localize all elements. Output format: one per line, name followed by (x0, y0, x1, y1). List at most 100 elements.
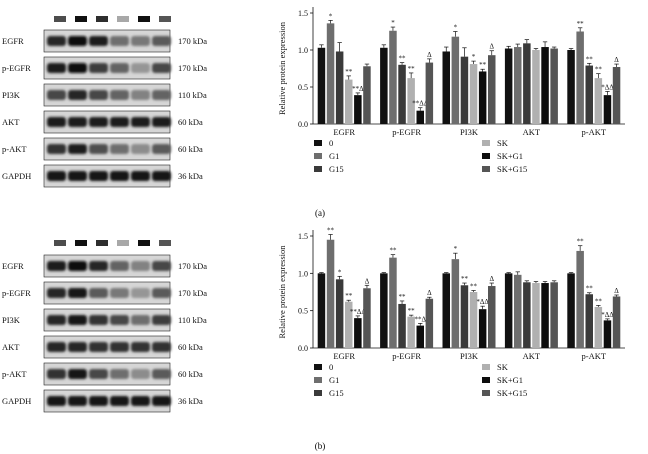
legend-label: G1 (329, 151, 339, 161)
kda-label: 36 kDa (178, 396, 203, 406)
lane-marker (54, 16, 66, 22)
bar (460, 285, 469, 348)
significance-mark: **ΔΔ (412, 100, 429, 108)
bar (469, 64, 478, 124)
blot-band (89, 261, 108, 271)
protein-label: p-EGFR (2, 63, 31, 73)
protein-label: EGFR (2, 36, 24, 46)
bar (416, 325, 424, 348)
legend-swatch (482, 390, 490, 396)
blot-band (89, 342, 108, 352)
blot-band (131, 63, 150, 73)
x-tick-label: p-EGFR (392, 351, 421, 361)
bar (514, 47, 522, 124)
lane-marker (117, 16, 129, 22)
significance-mark: Δ (427, 51, 432, 59)
significance-mark: ** (327, 227, 335, 235)
bar (451, 259, 460, 348)
significance-mark: ** (399, 293, 407, 301)
kda-label: 110 kDa (178, 315, 207, 325)
blot-band (89, 396, 108, 406)
blot-band (47, 36, 66, 46)
bar (335, 279, 344, 348)
legend-swatch (482, 364, 490, 370)
lane-markers-b (54, 240, 171, 246)
blot-band (89, 36, 108, 46)
significance-mark: * (391, 19, 395, 27)
significance-mark: ** (577, 238, 585, 246)
blot-row: PI3K 110 kDa (2, 308, 207, 332)
bar (514, 274, 522, 348)
significance-mark: **Δ (352, 85, 364, 93)
kda-label: 170 kDa (178, 63, 207, 73)
protein-label: p-AKT (2, 144, 27, 154)
y-tick-label: 0.0 (298, 344, 308, 353)
significance-mark: Δ (614, 56, 619, 64)
significance-mark: Δ (365, 277, 370, 285)
blot-row: EGFR 170 kDa (2, 29, 207, 53)
blot-rows-b: EGFR 170 kDa p-EGFR 170 kDa PI3K 110 kDa AKT 60… (2, 254, 207, 413)
significance-mark: Δ (489, 275, 494, 283)
blot-band (47, 261, 66, 271)
bar (317, 273, 326, 348)
blot-band (110, 90, 129, 100)
bar (442, 273, 450, 348)
bar (451, 36, 460, 124)
kda-label: 170 kDa (178, 36, 207, 46)
significance-mark: **Δ (414, 315, 426, 323)
protein-label: PI3K (2, 90, 21, 100)
y-tick-label: 1.5 (298, 9, 308, 18)
legend-label: G15 (329, 388, 344, 398)
bar (550, 282, 558, 348)
blot-band (152, 261, 171, 271)
bar (585, 294, 593, 348)
significance-mark: * (454, 24, 458, 32)
significance-mark: ** (595, 297, 603, 305)
legend-swatch (314, 166, 322, 172)
significance-mark: ** (479, 61, 487, 69)
blot-band (131, 171, 150, 181)
bar (523, 282, 531, 348)
bar (460, 56, 469, 124)
bar (317, 47, 326, 124)
y-tick-label: 1.0 (298, 269, 308, 278)
x-tick-label: p-EGFR (392, 127, 421, 137)
bar (541, 47, 549, 124)
protein-label: GAPDH (2, 396, 31, 406)
significance-mark: Δ (427, 289, 432, 297)
bar (380, 47, 388, 124)
bar (326, 23, 335, 124)
blot-band (110, 315, 129, 325)
kda-label: 110 kDa (178, 90, 207, 100)
bar (478, 309, 487, 348)
bar (532, 283, 540, 348)
x-tick-label: p-AKT (582, 351, 607, 361)
blot-row: p-EGFR 170 kDa (2, 281, 207, 305)
blot-band (131, 90, 150, 100)
blot-band (47, 342, 66, 352)
bar (425, 298, 434, 348)
bar (541, 283, 549, 348)
legend-label: SK+G15 (497, 388, 527, 398)
blot-band (47, 63, 66, 73)
blot-band (131, 288, 150, 298)
bar (398, 64, 406, 124)
lane-marker (159, 16, 171, 22)
lane-markers-a (54, 16, 171, 22)
bar (567, 273, 575, 348)
blot-band (131, 144, 150, 154)
blot-band (131, 315, 150, 325)
significance-mark: ** (408, 65, 416, 73)
significance-mark: Δ (614, 287, 619, 295)
kda-label: 170 kDa (178, 288, 207, 298)
kda-label: 170 kDa (178, 261, 207, 271)
lane-marker (75, 240, 87, 246)
blot-band (131, 36, 150, 46)
blot-band (89, 144, 108, 154)
blot-row: AKT 60 kDa (2, 110, 203, 134)
blot-band (68, 342, 87, 352)
blot-band (152, 342, 171, 352)
blot-band (131, 261, 150, 271)
bar (345, 301, 353, 348)
